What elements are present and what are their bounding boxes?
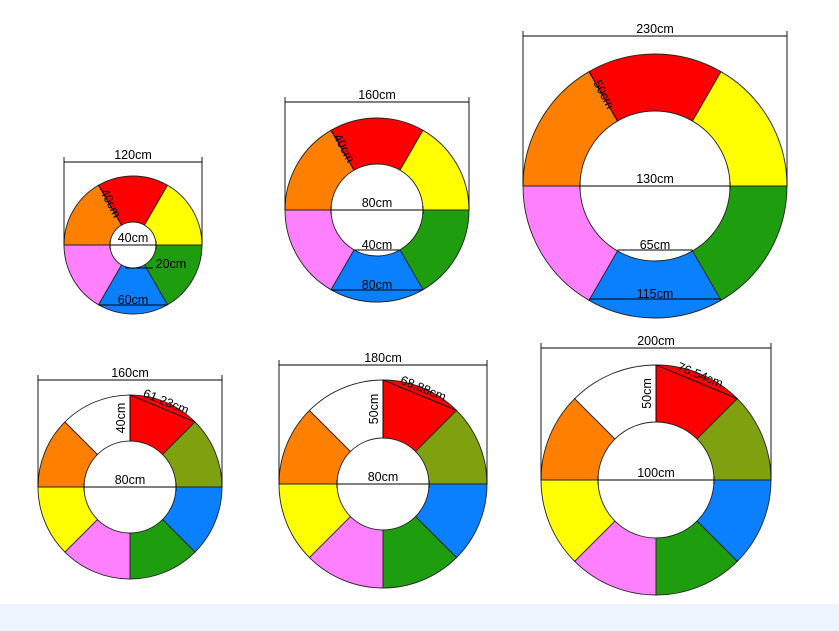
footer-band [0,604,839,631]
outer-diameter-label: 160cm [111,366,149,380]
small-gap-label: 20cm [156,257,187,271]
outer-diameter-label: 200cm [637,334,675,348]
ring-segment-orange [63,184,123,246]
outer-diameter-label: 160cm [358,88,396,102]
top-chord-dimension-line [382,379,457,411]
inner-diameter-label: 40cm [118,231,149,245]
inner-diameter-label: 80cm [115,473,146,487]
ring-width-dimension-line [330,130,355,171]
ring-width-label: 50cm [367,394,381,425]
bottom-chord-label: 115cm [637,287,674,301]
ring-width-label: 50cm [640,378,654,409]
outer-diameter-label: 180cm [364,351,402,365]
inner-diameter-label: 80cm [362,196,393,210]
ring-width-dimension-line [588,71,618,122]
ring-width-label: 40cm [114,403,128,434]
inner-diameter-label: 130cm [636,172,674,186]
outer-diameter-label: 120cm [114,148,152,162]
inner-chord-label: 65cm [640,238,671,252]
inner-chord-label: 40cm [362,238,393,252]
inner-diameter-label: 100cm [637,466,675,480]
bottom-chord-label: 60cm [118,293,149,307]
ring-width-dimension-line [98,185,122,226]
bottom-chord-label: 80cm [362,278,393,292]
inner-diameter-label: 80cm [368,470,399,484]
top-chord-dimension-line [129,394,196,423]
outer-diameter-label: 230cm [636,22,674,36]
top-chord-dimension-line [655,364,738,400]
